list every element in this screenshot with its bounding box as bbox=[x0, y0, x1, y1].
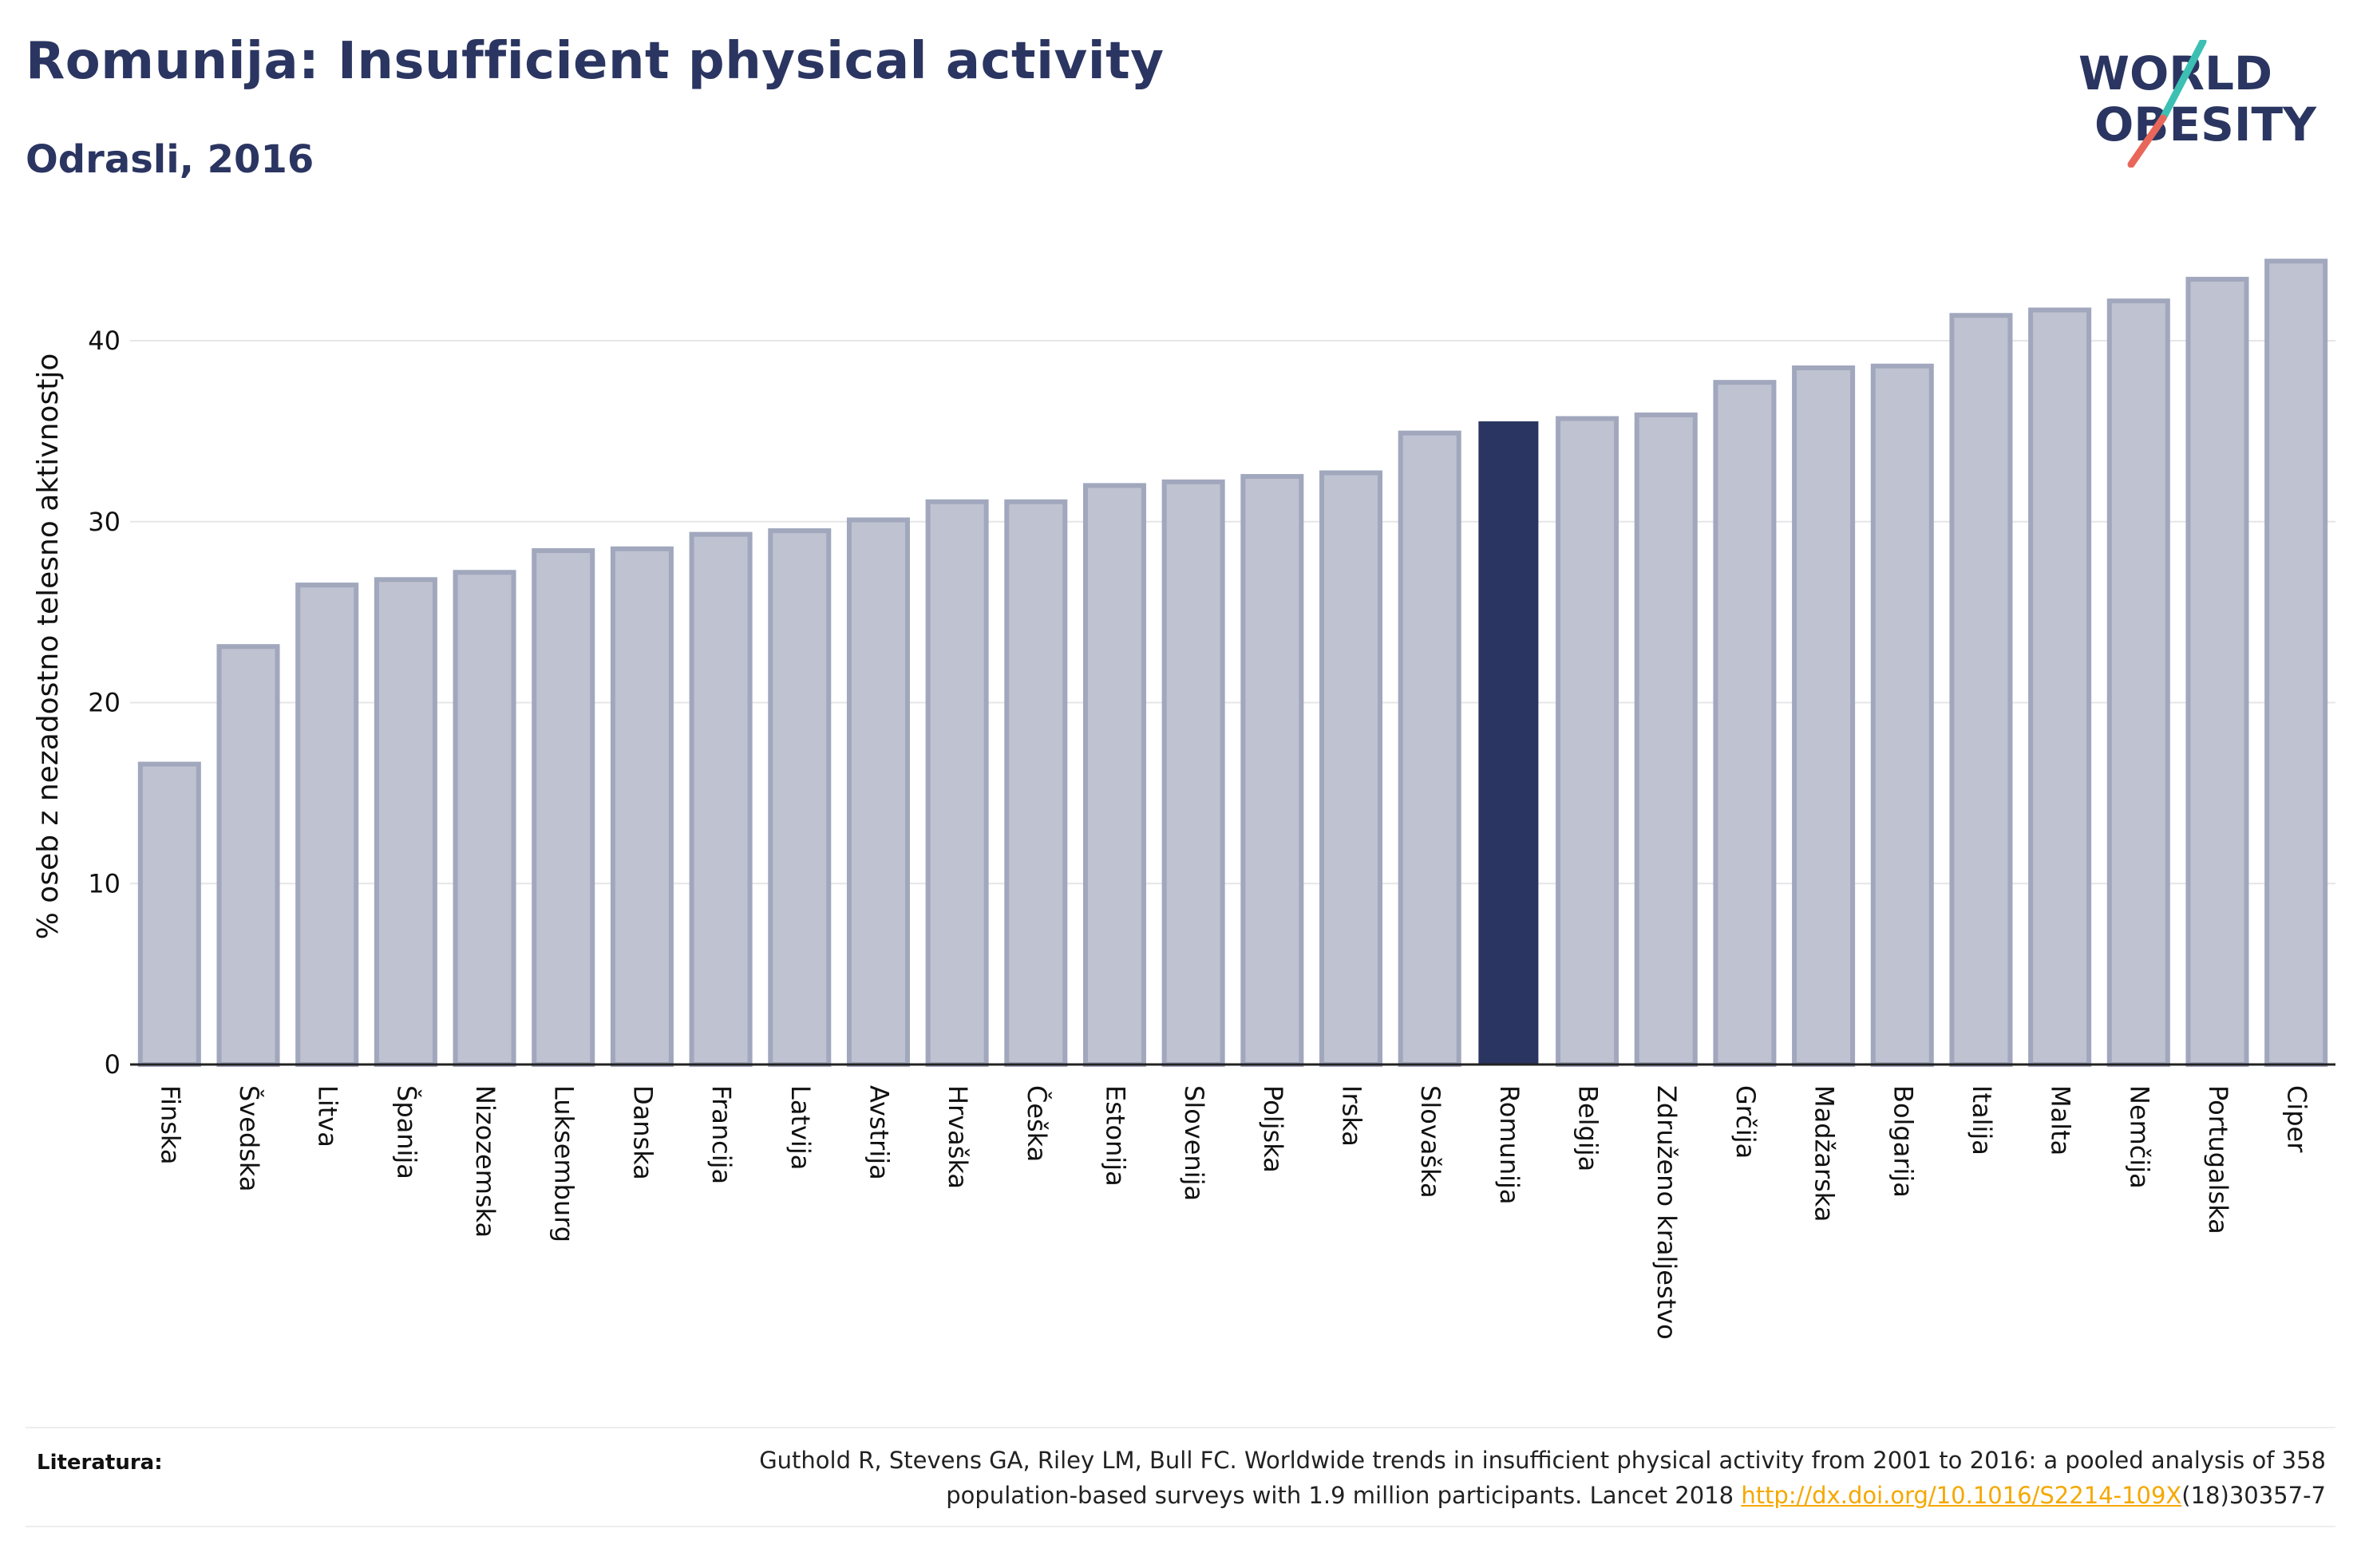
x-category-label: Belgija bbox=[1573, 1085, 1604, 1171]
x-category-label: Bolgarija bbox=[1888, 1085, 1918, 1198]
bar bbox=[2264, 259, 2328, 1068]
x-category-label: Grčija bbox=[1730, 1085, 1761, 1159]
x-category-label: Švedska bbox=[234, 1085, 265, 1192]
y-axis-label: % oseb z nezadostno telesno aktivnostjo bbox=[32, 353, 65, 940]
x-category-label: Danska bbox=[627, 1085, 658, 1180]
x-category-label: Ciper bbox=[2282, 1085, 2312, 1153]
x-category-label: Hrvaška bbox=[943, 1085, 973, 1189]
x-category-label: Latvija bbox=[785, 1085, 816, 1170]
bar bbox=[846, 517, 910, 1067]
logo-slash-teal bbox=[2159, 40, 2207, 122]
y-tick-label: 0 bbox=[105, 1049, 121, 1080]
citation-line1: Guthold R, Stevens GA, Riley LM, Bull FC… bbox=[759, 1447, 2326, 1474]
x-category-label: Romunija bbox=[1494, 1085, 1525, 1205]
y-tick-label: 10 bbox=[88, 868, 121, 899]
bar bbox=[1004, 499, 1068, 1067]
x-category-label: Luksemburg bbox=[549, 1085, 579, 1242]
bar bbox=[1713, 380, 1777, 1067]
x-category-label: Slovenija bbox=[1179, 1085, 1209, 1201]
bar bbox=[610, 546, 674, 1067]
citation-doi-link[interactable]: http://dx.doi.org/10.1016/S2214-109X bbox=[1741, 1482, 2182, 1509]
category-labels: Finska Švedska Litva Španija Nizozemska Lukse… bbox=[155, 1085, 2312, 1340]
x-category-label: Nizozemska bbox=[470, 1085, 500, 1238]
chart-subtitle: Odrasli, 2016 bbox=[26, 137, 314, 182]
x-category-label: Poljska bbox=[1258, 1085, 1288, 1173]
x-category-label: Finska bbox=[155, 1085, 185, 1165]
y-tick-label: 30 bbox=[88, 507, 121, 537]
world-obesity-logo: WORLD OBESITY bbox=[2078, 40, 2317, 168]
citation: Guthold R, Stevens GA, Riley LM, Bull FC… bbox=[490, 1443, 2326, 1513]
logo-line2: OBESITY bbox=[2094, 97, 2317, 152]
chart-title: Romunija: Insufficient physical activity bbox=[26, 32, 1165, 91]
bar bbox=[1634, 412, 1698, 1067]
logo-slash-coral bbox=[2127, 114, 2167, 168]
bar bbox=[1949, 313, 2013, 1067]
x-category-label: Irska bbox=[1337, 1085, 1367, 1147]
x-category-label: Francija bbox=[706, 1085, 737, 1184]
literature-label: Literatura: bbox=[37, 1451, 163, 1475]
axes: 0 10 20 30 40 bbox=[88, 326, 2335, 1080]
x-category-label: Češka bbox=[1022, 1085, 1053, 1162]
x-category-label: Portugalska bbox=[2203, 1085, 2233, 1234]
x-category-label: Avstrija bbox=[864, 1085, 894, 1180]
x-category-label: Italija bbox=[1967, 1085, 1997, 1155]
bar bbox=[1319, 470, 1383, 1067]
x-category-label: Španija bbox=[391, 1085, 422, 1179]
footer-divider-top bbox=[26, 1427, 2335, 1428]
citation-line2-suffix: (18)30357-7 bbox=[2181, 1482, 2326, 1509]
y-tick-label: 20 bbox=[88, 688, 121, 718]
bars bbox=[137, 259, 2328, 1068]
bar bbox=[2185, 276, 2249, 1067]
bar bbox=[137, 761, 201, 1067]
bar bbox=[1398, 430, 1461, 1067]
bar bbox=[374, 577, 437, 1067]
bar bbox=[1082, 483, 1146, 1067]
bar bbox=[216, 644, 280, 1067]
x-category-label: Estonija bbox=[1100, 1085, 1130, 1187]
bar bbox=[2028, 307, 2092, 1067]
bar bbox=[768, 528, 832, 1067]
bar bbox=[2106, 298, 2170, 1067]
x-category-label: Nemčija bbox=[2124, 1085, 2154, 1189]
bar bbox=[1870, 363, 1934, 1067]
bar-highlight bbox=[1478, 421, 1539, 1065]
x-category-label: Madžarska bbox=[1809, 1085, 1840, 1222]
x-category-label: Litva bbox=[313, 1085, 343, 1147]
bar bbox=[925, 499, 989, 1067]
bar bbox=[1556, 416, 1619, 1067]
y-tick-label: 40 bbox=[88, 326, 121, 356]
bar bbox=[295, 583, 359, 1067]
x-category-label: Slovaška bbox=[1415, 1085, 1445, 1199]
bar bbox=[689, 531, 753, 1067]
bar bbox=[453, 570, 516, 1067]
bar bbox=[1161, 479, 1225, 1067]
footer-divider-bottom bbox=[26, 1526, 2335, 1527]
bar bbox=[1240, 474, 1304, 1067]
citation-line2: population-based surveys with 1.9 millio… bbox=[946, 1482, 1742, 1509]
bar bbox=[1792, 365, 1856, 1067]
bar bbox=[532, 548, 595, 1067]
x-category-label: Združeno kraljestvo bbox=[1651, 1085, 1682, 1340]
x-category-label: Malta bbox=[2046, 1085, 2076, 1155]
